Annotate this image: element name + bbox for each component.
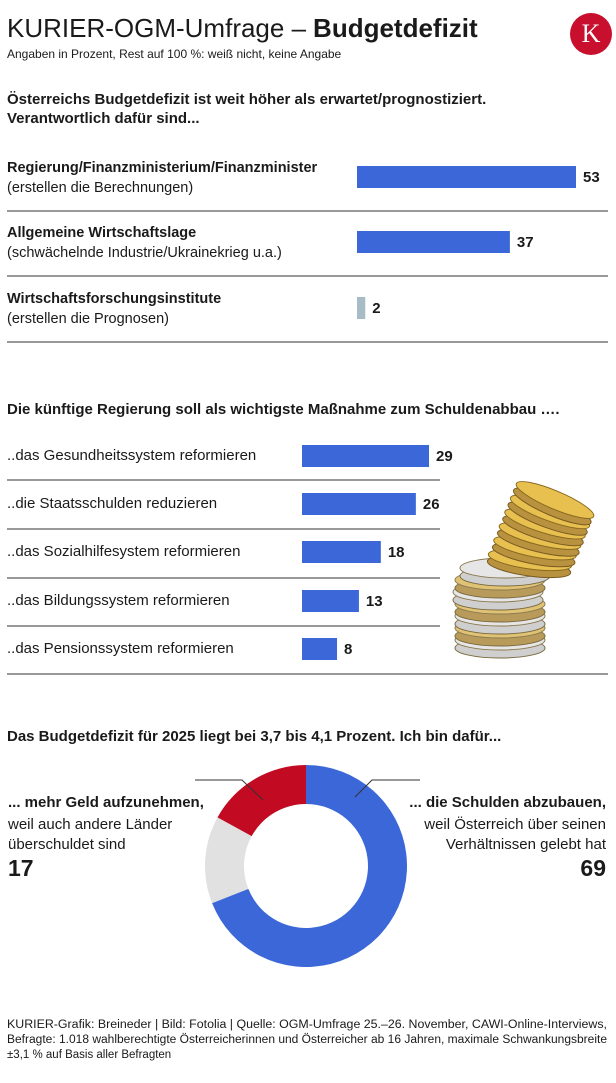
category-sublabel: (erstellen die Berechnungen) [7, 180, 193, 196]
header-subtitle: Angaben in Prozent, Rest auf 100 %: weiß… [7, 47, 342, 61]
value-label: 13 [366, 593, 383, 610]
value-label: 37 [517, 234, 534, 251]
connector [195, 779, 264, 801]
bar [357, 297, 366, 319]
category-sublabel: (erstellen die Prognosen) [7, 311, 169, 327]
logo [570, 13, 612, 55]
chart-title: Österreichs Budgetdefizit ist weit höher… [7, 91, 486, 108]
category-label: ..die Staatsschulden reduzieren [7, 495, 217, 512]
slice-value: 69 [580, 855, 606, 881]
category-label: Regierung/Finanzministerium/Finanzminist… [7, 160, 318, 176]
value-label: 8 [344, 641, 352, 658]
category-label: Wirtschaftsforschungsinstitute [7, 291, 221, 307]
donut-slice [212, 765, 407, 968]
slice-label: ... die Schulden abzubauen, [409, 794, 606, 811]
slice-description: überschuldet sind [8, 836, 126, 853]
header-title: KURIER-OGM-Umfrage – Budgetdefizit [7, 13, 478, 43]
category-label: ..das Gesundheitssystem reformieren [7, 447, 256, 464]
bar [302, 541, 381, 563]
value-label: 26 [423, 496, 440, 513]
slice-label: ... mehr Geld aufzunehmen, [8, 794, 204, 811]
category-label: Allgemeine Wirtschaftslage [7, 225, 196, 241]
footer-line: ±3,1 % auf Basis aller Befragten [7, 1049, 171, 1061]
bar [357, 166, 576, 188]
slice-description: weil auch andere Länder [7, 816, 172, 833]
bar [357, 231, 510, 253]
coin-top [515, 481, 595, 519]
category-label: ..das Pensionssystem reformieren [7, 640, 234, 657]
donut-slice [204, 817, 252, 904]
value-label: 29 [436, 448, 453, 465]
category-sublabel: (schwächelnde Industrie/Ukrainekrieg u.a… [7, 245, 282, 261]
slice-description: weil Österreich über seinen [423, 815, 606, 833]
bar [302, 493, 416, 515]
bar [302, 590, 359, 612]
chart-title: Die künftige Regierung soll als wichtigs… [7, 401, 560, 418]
chart-title: Das Budgetdefizit für 2025 liegt bei 3,7… [7, 728, 501, 745]
connector [354, 779, 420, 798]
header-title-bold: Budgetdefizit [313, 13, 478, 43]
chart-title: Verantwortlich dafür sind... [7, 110, 200, 127]
value-label: 2 [372, 300, 380, 317]
footer-line: KURIER-Grafik: Breineder | Bild: Fotolia… [7, 1019, 607, 1031]
value-label: 18 [388, 544, 405, 561]
header-title-light: KURIER-OGM-Umfrage – [7, 13, 307, 43]
bar [302, 445, 429, 467]
coins-illustration [452, 481, 595, 659]
slice-value: 17 [8, 855, 34, 881]
donut-slice [217, 765, 306, 837]
logo-letter: K [582, 19, 601, 48]
footer-line: Befragte: 1.018 wahlberechtigte Österrei… [7, 1034, 607, 1046]
bar [302, 638, 338, 660]
category-label: ..das Bildungssystem reformieren [7, 592, 230, 609]
slice-description: Verhältnissen gelebt hat [446, 836, 607, 853]
value-label: 53 [583, 169, 600, 186]
category-label: ..das Sozialhilfesystem reformieren [7, 543, 240, 560]
